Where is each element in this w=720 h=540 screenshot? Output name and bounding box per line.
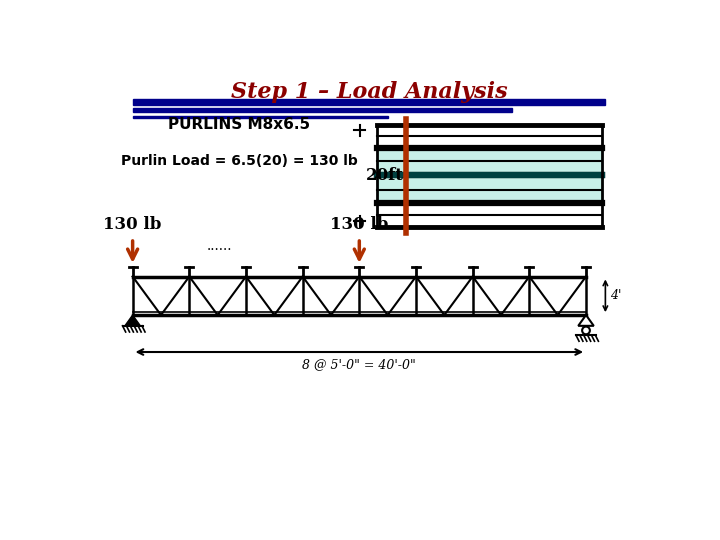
Text: 4': 4' [610,289,621,302]
Text: Step 1 – Load Analysis: Step 1 – Load Analysis [230,81,508,103]
Bar [132,99,606,105]
Bar [377,125,601,226]
Text: 8 @ 5'-0" = 40'-0": 8 @ 5'-0" = 40'-0" [302,358,416,371]
Text: ......: ...... [207,239,232,253]
Bar [132,108,513,112]
Text: PURLINS M8x6.5: PURLINS M8x6.5 [168,117,310,132]
Text: 20ft: 20ft [366,167,404,184]
Polygon shape [578,315,594,326]
Bar [132,116,388,118]
Bar [377,148,601,204]
Polygon shape [125,315,140,326]
Text: 130 lb: 130 lb [330,216,389,233]
Text: 130 lb: 130 lb [104,216,162,233]
Text: Purlin Load = 6.5(20) = 130 lb: Purlin Load = 6.5(20) = 130 lb [121,154,358,168]
